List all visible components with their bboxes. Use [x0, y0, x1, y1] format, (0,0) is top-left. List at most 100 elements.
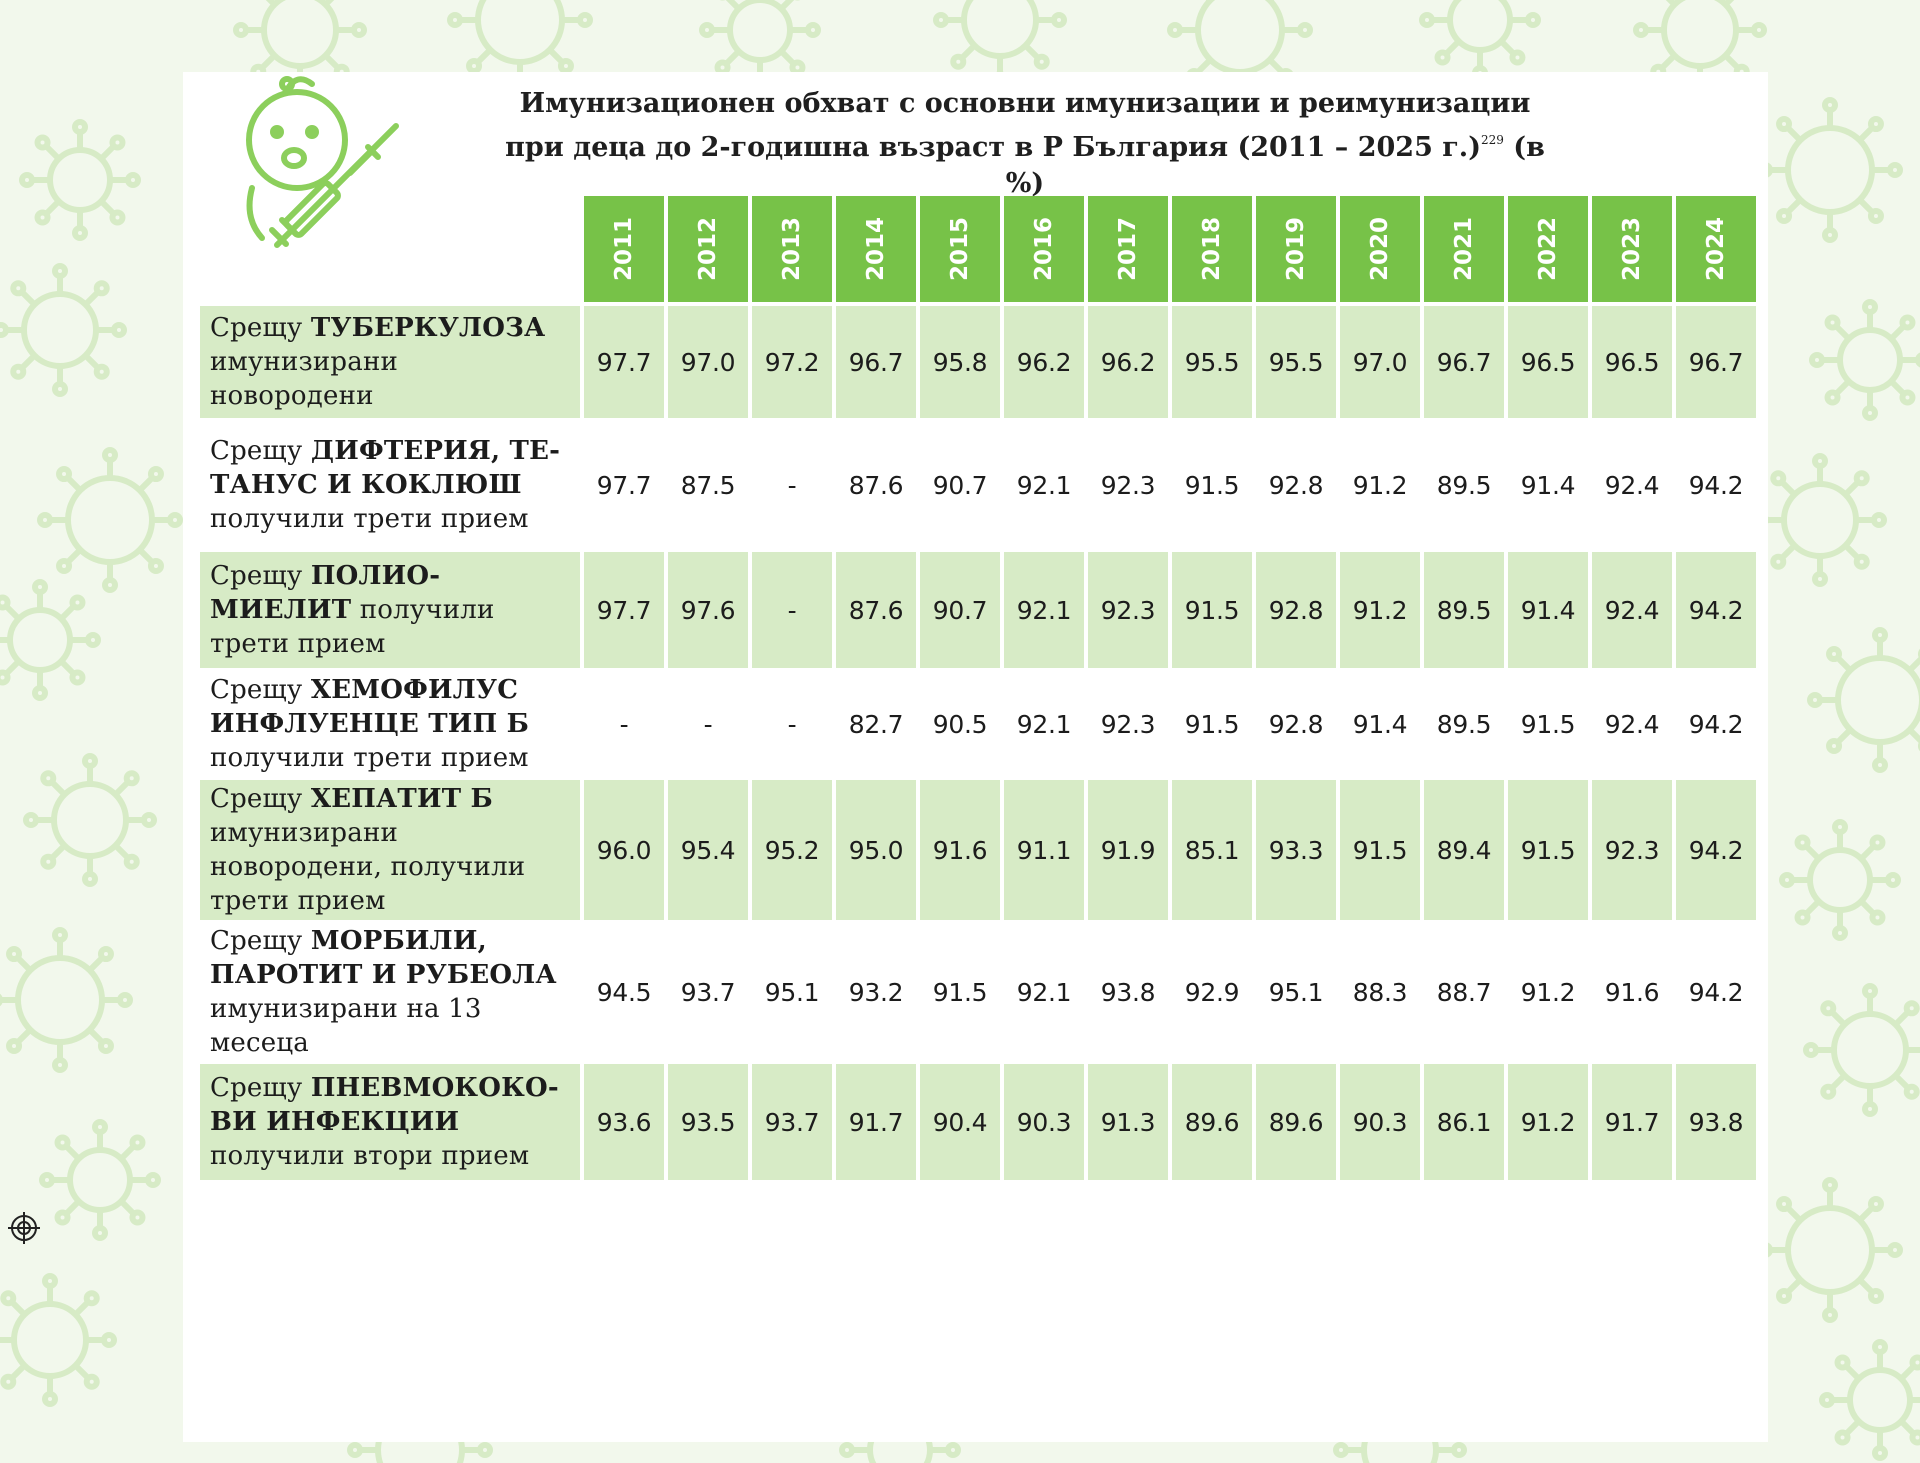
virus-icon: [39, 1119, 161, 1241]
value-cell: -: [787, 470, 797, 500]
title-line-2-main: при деца до 2-годишна възраст в Р Българ…: [505, 132, 1481, 163]
row-label-prefix: Срещу: [210, 1073, 303, 1103]
value-cell: 93.2: [848, 977, 904, 1007]
value-cell: 91.6: [1604, 977, 1660, 1007]
row-label-detail: имунизирани на 13 месеца: [210, 994, 482, 1058]
year-header-cell: 2016: [1004, 196, 1084, 302]
value-cell: 91.2: [1520, 977, 1576, 1007]
value-cell: 93.5: [668, 1064, 748, 1180]
row-label: Срещу ХЕПАТИТ Б имунизирани новородени, …: [200, 780, 580, 920]
value-cell: 95.1: [1268, 977, 1324, 1007]
virus-icon: [37, 447, 183, 593]
row-label-prefix: Срещу: [210, 784, 303, 814]
value-cell: 90.7: [920, 552, 1000, 668]
year-label: 2016: [1030, 216, 1057, 282]
value-cell: 87.6: [836, 552, 916, 668]
value-cell: 91.4: [1352, 709, 1408, 739]
value-cell: 91.2: [1340, 552, 1420, 668]
value-cell: 93.7: [752, 1064, 832, 1180]
year-header-cell: 2019: [1256, 196, 1336, 302]
value-cell: 94.2: [1688, 977, 1744, 1007]
virus-icon: [1419, 0, 1541, 81]
table-row: Срещу ПОЛИО-МИЕЛИТ получили трети прием 9…: [200, 552, 1756, 668]
value-cell: 97.2: [752, 306, 832, 418]
value-cell: 92.4: [1592, 552, 1672, 668]
year-header-cell: 2011: [584, 196, 664, 302]
value-cell: 92.1: [1004, 552, 1084, 668]
value-cell: 90.3: [1004, 1064, 1084, 1180]
value-cell: 91.7: [836, 1064, 916, 1180]
table-row: Срещу ХЕПАТИТ Б имунизирани новородени, …: [200, 780, 1756, 920]
row-disease-name: МОРБИЛИ, ПАРОТИТ И РУБЕОЛА: [210, 926, 557, 990]
value-cell: 95.2: [752, 780, 832, 920]
year-label: 2013: [778, 216, 805, 282]
value-cell: 92.1: [1016, 470, 1072, 500]
value-cell: 92.3: [1100, 470, 1156, 500]
value-cell: 92.8: [1268, 709, 1324, 739]
value-cell: 93.8: [1100, 977, 1156, 1007]
value-cell: 95.0: [836, 780, 916, 920]
header-corner: [200, 196, 580, 302]
value-cell: 95.4: [668, 780, 748, 920]
value-cell: 91.5: [1184, 709, 1240, 739]
value-cell: -: [752, 552, 832, 668]
value-cell: 91.7: [1592, 1064, 1672, 1180]
value-cell: 86.1: [1424, 1064, 1504, 1180]
year-label: 2012: [694, 216, 721, 282]
virus-icon: [1753, 453, 1887, 587]
value-cell: 92.9: [1184, 977, 1240, 1007]
value-cell: 96.5: [1508, 306, 1588, 418]
row-label-prefix: Срещу: [210, 675, 303, 705]
value-cell: 90.7: [932, 470, 988, 500]
value-cell: 91.5: [1508, 780, 1588, 920]
virus-icon: [1809, 299, 1920, 421]
value-cell: 87.6: [848, 470, 904, 500]
value-cell: 91.3: [1088, 1064, 1168, 1180]
value-cell: 89.4: [1424, 780, 1504, 920]
title-line-1: Имунизационен обхват с основни имунизаци…: [519, 88, 1531, 119]
virus-icon: [1779, 819, 1901, 941]
year-header-cell: 2020: [1340, 196, 1420, 302]
value-cell: 97.0: [668, 306, 748, 418]
title-unit: (в %): [1005, 132, 1545, 199]
row-disease-name: ДИФТЕРИЯ, ТЕ-ТАНУС И КОКЛЮШ: [210, 436, 561, 500]
value-cell: 92.3: [1592, 780, 1672, 920]
row-label: Срещу ПОЛИО-МИЕЛИТ получили трети прием: [200, 552, 580, 668]
year-label: 2014: [862, 216, 889, 282]
value-cell: 92.1: [1016, 977, 1072, 1007]
row-label-detail: получили трети прием: [210, 504, 529, 534]
virus-icon: [0, 263, 127, 397]
value-cell: 91.4: [1520, 470, 1576, 500]
virus-icon: [1757, 1177, 1903, 1323]
value-cell: 94.2: [1676, 552, 1756, 668]
value-cell: 91.5: [932, 977, 988, 1007]
virus-icon: [1819, 1339, 1920, 1461]
value-cell: 85.1: [1172, 780, 1252, 920]
table-row: Срещу ТУБЕРКУЛОЗА имунизирани новородени…: [200, 306, 1756, 418]
row-label-detail: имунизирани новородени, получили трети п…: [210, 818, 526, 916]
year-label: 2017: [1114, 216, 1141, 282]
value-cell: 91.5: [1520, 709, 1576, 739]
row-disease-name: ХЕМОФИЛУС ИНФЛУЕНЦЕ ТИП Б: [210, 675, 529, 739]
virus-icon: [0, 927, 133, 1073]
value-cell: 93.7: [680, 977, 736, 1007]
row-disease-name: ТУБЕРКУЛОЗА: [310, 313, 546, 343]
value-cell: 89.5: [1436, 709, 1492, 739]
value-cell: 97.7: [584, 306, 664, 418]
value-cell: 96.2: [1004, 306, 1084, 418]
row-label-prefix: Срещу: [210, 436, 303, 466]
footnote-ref: 229: [1480, 133, 1504, 147]
value-cell: 92.4: [1604, 709, 1660, 739]
value-cell: 91.6: [920, 780, 1000, 920]
row-disease-name: ПОЛИО-МИЕЛИТ: [210, 561, 441, 625]
year-header-cell: 2024: [1676, 196, 1756, 302]
year-header-cell: 2014: [836, 196, 916, 302]
year-label: 2011: [610, 216, 637, 282]
row-label-detail: имунизирани новородени: [210, 347, 399, 411]
value-cell: 94.2: [1676, 780, 1756, 920]
row-label-detail: получили трети прием: [210, 743, 529, 773]
value-cell: 87.5: [680, 470, 736, 500]
value-cell: 97.6: [668, 552, 748, 668]
virus-icon: [19, 119, 141, 241]
registration-mark-icon: [8, 1212, 40, 1244]
